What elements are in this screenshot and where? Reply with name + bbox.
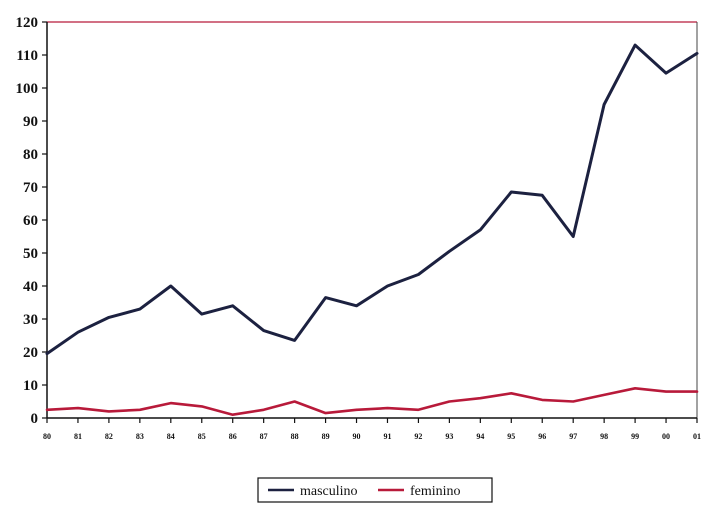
y-tick-label: 120	[16, 15, 39, 31]
y-tick-label: 20	[23, 345, 38, 361]
x-tick-label: 94	[476, 432, 484, 441]
x-tick-label: 86	[229, 432, 237, 441]
x-tick-label: 81	[74, 432, 82, 441]
x-tick-label: 90	[353, 432, 361, 441]
x-tick-label: 01	[693, 432, 701, 441]
x-tick-label: 84	[167, 432, 175, 441]
x-tick-label: 80	[43, 432, 51, 441]
x-tick-label: 83	[136, 432, 144, 441]
legend-box	[257, 477, 493, 503]
x-tick-label: 98	[600, 432, 608, 441]
y-tick-label: 80	[23, 147, 38, 163]
x-tick-label: 82	[105, 432, 113, 441]
y-tick-label: 10	[23, 378, 38, 394]
x-tick-label: 89	[322, 432, 330, 441]
y-tick-label: 0	[31, 411, 39, 427]
y-tick-label: 110	[16, 48, 38, 64]
legend-label-masculino: masculino	[300, 484, 358, 499]
series-line-feminino	[45, 386, 699, 417]
series-line-masculino	[45, 43, 699, 356]
y-tick-label: 30	[23, 312, 38, 328]
x-tick-label: 96	[538, 432, 546, 441]
x-tick-label: 88	[291, 432, 299, 441]
x-tick-label: 92	[414, 432, 422, 441]
plot-frame	[47, 21, 698, 418]
x-tick-label: 99	[631, 432, 639, 441]
x-tick-label: 91	[383, 432, 391, 441]
series-layer	[45, 43, 699, 417]
x-tick-label: 87	[260, 432, 268, 441]
legend-label-feminino: feminino	[410, 484, 461, 499]
x-tick-label: 93	[445, 432, 453, 441]
y-tick-label: 100	[16, 81, 39, 97]
x-axis: 80 81 82 83 84 85 86 87 88 89 90 91 92 93 94 95 96 97 98 99…	[43, 417, 701, 441]
legend: masculino feminino	[257, 477, 493, 503]
x-tick-label: 97	[569, 432, 577, 441]
y-tick-label: 40	[23, 279, 38, 295]
y-axis: 0 10 20 30 40 50 60 70 80 90 100 110 120	[16, 15, 48, 427]
x-tick-label: 00	[662, 432, 670, 441]
y-tick-label: 70	[23, 180, 38, 196]
x-tick-label: 85	[198, 432, 206, 441]
y-tick-label: 50	[23, 246, 38, 262]
x-tick-label: 95	[507, 432, 515, 441]
y-tick-label: 90	[23, 114, 38, 130]
y-tick-label: 60	[23, 213, 38, 229]
